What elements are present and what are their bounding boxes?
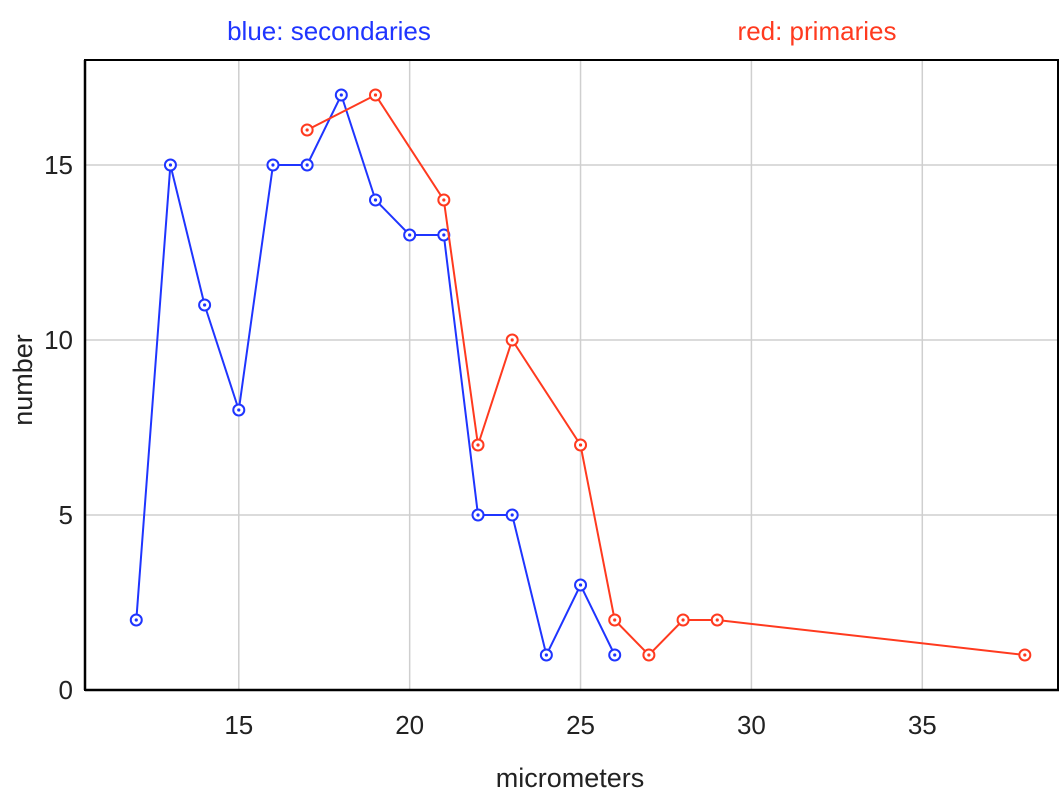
data-point-center	[237, 408, 241, 412]
y-tick-label: 0	[59, 675, 73, 705]
y-tick-label: 5	[59, 500, 73, 530]
data-point-center	[476, 443, 480, 447]
data-point-center	[373, 198, 378, 202]
data-point-center	[715, 618, 719, 622]
data-point-center	[134, 618, 138, 622]
x-tick-label: 20	[395, 710, 424, 740]
series-line	[306, 93, 1025, 657]
data-point-center	[510, 513, 514, 517]
axes	[83, 59, 1059, 692]
data-point-center	[613, 618, 617, 622]
data-point-center	[578, 583, 583, 587]
data-point-center	[203, 303, 207, 307]
series-line	[135, 92, 616, 658]
y-tick-label: 15	[44, 150, 73, 180]
data-point-center	[305, 128, 309, 132]
data-point-center	[271, 163, 275, 167]
data-point-center	[578, 443, 583, 447]
data-point-center	[408, 233, 412, 237]
data-point-center	[613, 653, 617, 657]
data-point-center	[373, 93, 378, 97]
grid-lines	[85, 60, 1059, 690]
y-tick-label: 10	[44, 325, 73, 355]
series-0	[129, 88, 622, 662]
y-axis-title: number	[8, 334, 38, 426]
x-tick-label: 15	[224, 710, 253, 740]
legend-primaries: red: primaries	[738, 16, 897, 46]
data-point-center	[305, 163, 309, 167]
x-axis-title: micrometers	[496, 763, 645, 793]
data-point-center	[681, 618, 685, 622]
tick-labels: 15 20 25 30 35 0 5 10 15	[44, 150, 937, 740]
data-point-center	[544, 653, 548, 657]
data-point-center	[1023, 653, 1027, 657]
data-point-center	[476, 513, 480, 517]
data-point-center	[510, 338, 514, 342]
legend-secondaries: blue: secondaries	[227, 16, 431, 46]
plot-frame	[84, 59, 1059, 691]
data-point-center	[168, 163, 173, 167]
data-point-center	[442, 198, 446, 202]
series-layer	[129, 88, 1032, 662]
data-point-center	[339, 93, 343, 97]
x-tick-label: 25	[566, 710, 595, 740]
x-tick-label: 35	[908, 710, 937, 740]
data-point-center	[442, 233, 446, 237]
series-1	[300, 88, 1032, 662]
x-tick-label: 30	[737, 710, 766, 740]
data-point-center	[647, 653, 651, 657]
